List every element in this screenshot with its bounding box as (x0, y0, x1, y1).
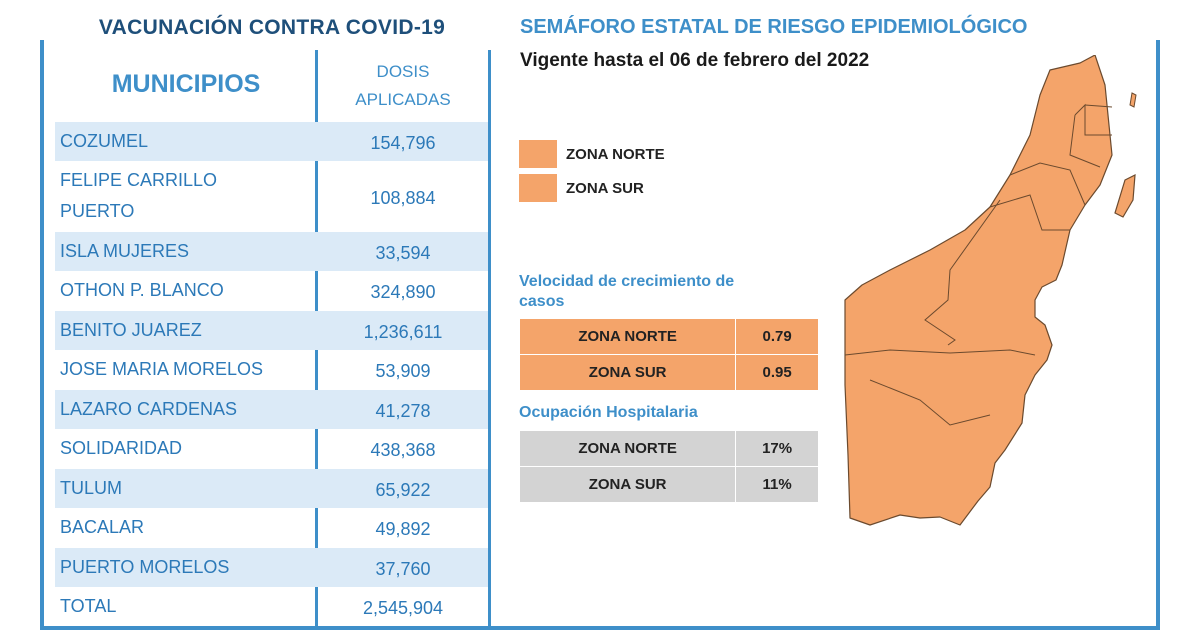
dosis-value: 41,278 (375, 401, 431, 421)
zone-name: ZONA NORTE (518, 430, 737, 467)
municipio-name: OTHON P. BLANCO (60, 280, 224, 300)
table-row: FELIPE CARRILLO PUERTO 108,884 (55, 162, 488, 230)
frame-left-border (40, 40, 44, 630)
table-row: COZUMEL 154,796 (55, 122, 488, 161)
table-row: PUERTO MORELOS 37,760 (55, 548, 488, 587)
table-row: OTHON P. BLANCO 324,890 (55, 272, 488, 310)
municipio-name: COZUMEL (60, 131, 149, 151)
table-row: ZONA SUR 0.95 (518, 354, 819, 391)
municipio-border (1084, 104, 1113, 108)
frame-bottom-border (40, 626, 1160, 630)
table-row: ZONA NORTE 0.79 (518, 318, 819, 355)
isla-mujeres-island (1129, 92, 1137, 108)
velocidad-table: ZONA NORTE 0.79 ZONA SUR 0.95 (518, 318, 819, 391)
dosis-value: 37,760 (375, 559, 431, 579)
municipio-border (989, 194, 1070, 231)
zone-name: ZONA NORTE (518, 318, 737, 355)
municipio-name-line2: PUERTO (60, 201, 135, 221)
table-row: ZONA NORTE 17% (518, 430, 819, 467)
municipio-border (869, 379, 991, 426)
velocidad-title-line2: casos (519, 293, 565, 310)
municipio-border (1069, 114, 1101, 168)
zone-value: 11% (735, 466, 819, 503)
dosis-value: 438,368 (370, 440, 436, 460)
quintana-roo-map-icon (844, 55, 1137, 526)
dosis-value: 65,922 (375, 480, 431, 500)
zone-value: 17% (735, 430, 819, 467)
velocidad-title: Velocidad de crecimiento de casos (519, 272, 734, 312)
municipio-name: LAZARO CARDENAS (60, 399, 238, 419)
ocupacion-table: ZONA NORTE 17% ZONA SUR 11% (518, 430, 819, 503)
municipio-name: FELIPE CARRILLO (60, 170, 218, 190)
velocidad-title-line1: Velocidad de crecimiento de (519, 273, 735, 290)
zone-name: ZONA SUR (518, 354, 737, 391)
semaforo-title: SEMÁFORO ESTATAL DE RIESGO EPIDEMIOLÓGIC… (520, 16, 1028, 38)
legend-swatch-norte (519, 140, 557, 168)
dosis-header-line1: DOSIS (376, 62, 430, 81)
total-label: TOTAL (60, 596, 117, 616)
municipio-name: JOSE MARIA MORELOS (60, 359, 264, 379)
table-row: LAZARO CARDENAS 41,278 (55, 390, 488, 429)
municipio-name: PUERTO MORELOS (60, 557, 230, 577)
municipio-border (1074, 103, 1112, 136)
dosis-value: 154,796 (370, 133, 436, 153)
municipio-border (924, 199, 1001, 346)
table-row: JOSE MARIA MORELOS 53,909 (55, 351, 488, 389)
legend-label-norte: ZONA NORTE (566, 146, 665, 163)
municipio-name: BACALAR (60, 517, 145, 537)
vaccination-title: VACUNACIÓN CONTRA COVID-19 (98, 16, 446, 39)
panel-divider (488, 50, 491, 630)
table-row-total: TOTAL 2,545,904 (55, 588, 488, 626)
zone-value: 0.79 (735, 318, 819, 355)
table-row: SOLIDARIDAD 438,368 (55, 430, 488, 468)
dosis-value: 49,892 (375, 519, 431, 539)
dosis-header: DOSIS APLICADAS (318, 58, 488, 114)
municipio-name: SOLIDARIDAD (60, 438, 183, 458)
table-row: ZONA SUR 11% (518, 466, 819, 503)
legend-label-sur: ZONA SUR (566, 180, 644, 197)
table-row: BENITO JUAREZ 1,236,611 (55, 311, 488, 350)
dosis-value: 108,884 (370, 188, 436, 208)
cozumel-island (1114, 173, 1136, 218)
municipios-header: MUNICIPIOS (111, 70, 261, 98)
frame-right-border (1156, 40, 1160, 630)
dosis-value: 324,890 (370, 282, 436, 302)
municipio-name: TULUM (60, 478, 122, 498)
dosis-value: 53,909 (375, 361, 431, 381)
dosis-value: 33,594 (375, 243, 431, 263)
zone-name: ZONA SUR (518, 466, 737, 503)
dosis-value: 1,236,611 (363, 322, 443, 342)
municipio-border (844, 349, 1036, 356)
municipio-name: BENITO JUAREZ (60, 320, 202, 340)
legend-swatch-sur (519, 174, 557, 202)
zone-value: 0.95 (735, 354, 819, 391)
ocupacion-title: Ocupación Hospitalaria (519, 404, 698, 421)
municipio-name: ISLA MUJERES (60, 241, 190, 261)
table-row: BACALAR 49,892 (55, 509, 488, 547)
state-outline (844, 55, 1113, 526)
table-row: ISLA MUJERES 33,594 (55, 232, 488, 271)
total-value: 2,545,904 (362, 598, 444, 618)
vigente-date: Vigente hasta el 06 de febrero del 2022 (520, 50, 870, 71)
table-row: TULUM 65,922 (55, 469, 488, 508)
municipio-border (1009, 162, 1086, 206)
dosis-header-line2: APLICADAS (355, 90, 451, 109)
